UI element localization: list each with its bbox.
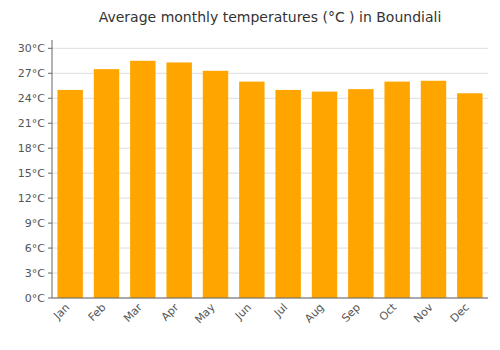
y-tick-label: 15°C (18, 167, 45, 180)
x-tick-label: Apr (159, 301, 182, 324)
x-tick-label: Mar (121, 301, 145, 325)
bar (348, 89, 373, 298)
y-tick-label: 9°C (25, 217, 45, 230)
y-tick (48, 198, 52, 199)
y-tick-label: 0°C (25, 292, 45, 305)
y-axis-line (52, 40, 53, 298)
y-tick-label: 27°C (18, 67, 45, 80)
grid-line (52, 298, 488, 299)
bar (57, 90, 82, 298)
y-tick-label: 6°C (25, 242, 45, 255)
y-tick (48, 48, 52, 49)
x-tick-label: Nov (411, 301, 436, 326)
y-grid (52, 48, 488, 298)
bar (312, 92, 337, 298)
y-tick (48, 148, 52, 149)
x-tick-label: Sep (339, 301, 363, 325)
y-tick-label: 24°C (18, 92, 45, 105)
x-tick-label: May (192, 301, 218, 327)
y-tick-label: 21°C (18, 117, 45, 130)
y-axis-ticks: 0°C 3°C 6°C 9°C 12°C 15°C 18°C 21°C 24°C 27°C 30°C (18, 42, 52, 305)
y-tick (48, 98, 52, 99)
bar (203, 71, 228, 298)
chart-title: Average monthly temperatures (°C ) in Bo… (99, 9, 442, 25)
bar (421, 81, 446, 298)
x-tick-label: Aug (302, 301, 326, 325)
x-axis-ticks: Jan Feb Mar Apr May Jun Jul Aug Sep Oct Nov Dec (50, 300, 472, 326)
y-tick (48, 173, 52, 174)
chart-container: Average monthly temperatures (°C ) in Bo… (0, 0, 500, 350)
grid-line (52, 48, 488, 49)
bar (457, 93, 482, 298)
x-tick-label: Jul (271, 301, 290, 320)
y-tick (48, 73, 52, 74)
x-tick-label: Oct (377, 300, 400, 323)
y-tick-label: 30°C (18, 42, 45, 55)
bar (166, 62, 191, 298)
bar (130, 61, 155, 298)
y-tick (48, 223, 52, 224)
bars (57, 61, 482, 298)
chart-svg: Average monthly temperatures (°C ) in Bo… (0, 0, 500, 350)
bar (94, 69, 119, 298)
x-tick-label: Dec (448, 301, 472, 325)
page: {"chart_data": {"type": "bar", "title": … (0, 0, 500, 350)
x-tick-label: Jan (50, 301, 72, 323)
y-tick (48, 273, 52, 274)
bar (239, 82, 264, 298)
x-tick-label: Jun (232, 301, 254, 323)
y-tick (48, 123, 52, 124)
x-tick-label: Feb (86, 301, 109, 324)
y-tick (48, 298, 52, 299)
bar (275, 90, 300, 298)
y-tick (48, 248, 52, 249)
bar (384, 82, 409, 298)
x-axis-line (52, 298, 488, 299)
y-tick-label: 3°C (25, 267, 45, 280)
y-tick-label: 12°C (18, 192, 45, 205)
y-tick-label: 18°C (18, 142, 45, 155)
